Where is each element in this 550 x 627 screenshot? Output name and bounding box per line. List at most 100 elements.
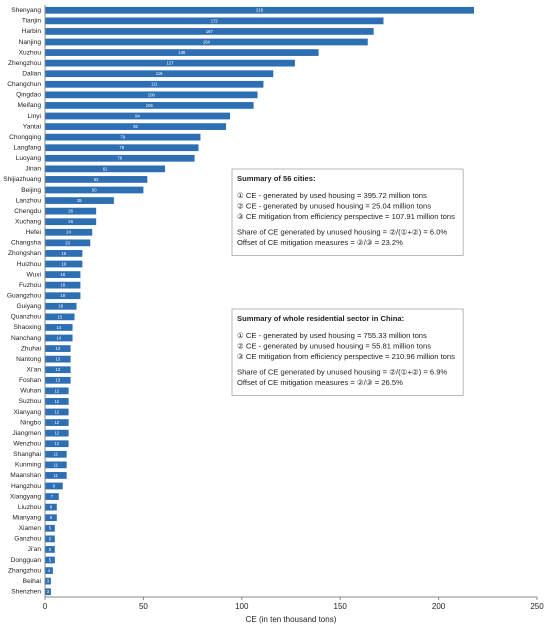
- bar: [45, 334, 73, 342]
- y-tick-label: Yantai: [23, 123, 42, 130]
- y-tick-label: Xianyang: [14, 409, 42, 416]
- bar: [45, 260, 83, 268]
- value-label: 23: [65, 240, 70, 245]
- value-label: 18: [60, 283, 65, 288]
- value-label: 79: [120, 135, 125, 140]
- bar: [45, 408, 69, 416]
- bar: [45, 80, 264, 88]
- value-label: 76: [117, 156, 122, 161]
- bar: [45, 112, 230, 120]
- x-tick-label: 50: [139, 602, 148, 611]
- y-tick-label: Zhongshan: [8, 250, 41, 257]
- value-label: 116: [156, 71, 163, 76]
- value-label: 12: [54, 431, 59, 436]
- value-label: 13: [55, 346, 60, 351]
- annotation-line: ① CE - generated by used housing = 395.7…: [237, 191, 427, 200]
- value-label: 5: [49, 526, 52, 531]
- bar: [45, 302, 77, 310]
- value-label: 12: [54, 388, 59, 393]
- y-tick-label: Suzhou: [19, 398, 42, 405]
- value-label: 106: [146, 103, 154, 108]
- y-tick-label: Shenyang: [11, 7, 41, 14]
- bar: [45, 91, 258, 99]
- y-tick-label: Mianyang: [12, 514, 41, 521]
- value-label: 6: [50, 505, 53, 510]
- y-tick-label: Maanshan: [10, 472, 41, 479]
- y-tick-label: Hefei: [26, 229, 42, 236]
- bar: [45, 588, 51, 596]
- bar: [45, 49, 319, 56]
- annotation-box: Summary of 56 cities: ① CE - generated by…: [231, 168, 464, 256]
- value-label: 94: [135, 113, 140, 118]
- bar: [45, 324, 73, 331]
- value-label: 11: [54, 473, 59, 478]
- annotation-box: Summary of whole residential sector in C…: [231, 308, 464, 396]
- bar: [45, 355, 71, 363]
- y-tick-label: Changsha: [11, 240, 41, 247]
- value-label: 78: [119, 145, 124, 150]
- value-label: 12: [54, 409, 59, 414]
- value-label: 5: [49, 536, 52, 541]
- x-tick-label: 100: [235, 602, 249, 611]
- y-tick-label: Zhuhai: [21, 345, 42, 352]
- y-tick-label: Tianjin: [22, 18, 42, 25]
- y-tick-label: Shijiazhuang: [3, 176, 41, 183]
- y-tick-label: Xuchang: [15, 218, 41, 225]
- y-tick-label: Kunming: [15, 462, 41, 469]
- value-label: 14: [56, 335, 61, 340]
- annotation-note: Share of CE generated by unused housing …: [237, 368, 447, 377]
- y-tick-label: Ganzhou: [14, 536, 41, 543]
- bar: [45, 186, 144, 194]
- annotation-note: Offset of CE mitigation measures = ②/③ =…: [237, 238, 403, 247]
- bar: [45, 376, 71, 384]
- y-tick-label: Beihai: [23, 578, 42, 585]
- y-tick-label: Dalian: [22, 70, 41, 77]
- annotation-frame: [231, 168, 464, 256]
- value-label: 50: [92, 187, 97, 192]
- x-tick-label: 0: [43, 602, 48, 611]
- bar: [45, 17, 384, 25]
- y-tick-label: Zhengzhou: [8, 60, 41, 67]
- x-tick-label: 150: [334, 602, 348, 611]
- bar: [45, 70, 274, 78]
- y-tick-label: Fuzhou: [19, 282, 41, 289]
- value-label: 12: [54, 441, 59, 446]
- bar: [45, 482, 63, 490]
- annotation-note: Share of CE generated by unused housing …: [237, 228, 447, 237]
- x-tick-label: 200: [432, 602, 446, 611]
- annotation-title: Summary of whole residential sector in C…: [237, 314, 404, 323]
- value-label: 167: [206, 29, 214, 34]
- y-tick-label: Xiangyang: [10, 493, 41, 500]
- bar: [45, 197, 114, 204]
- bar: [45, 228, 93, 236]
- x-axis-label: CE (in ten thousand tons): [246, 615, 337, 624]
- bar: [45, 176, 148, 183]
- value-label: 218: [256, 8, 264, 13]
- bar: [45, 123, 227, 130]
- y-tick-label: Wenzhou: [13, 440, 41, 447]
- value-label: 13: [55, 367, 60, 372]
- y-tick-label: Wuhan: [20, 388, 41, 395]
- value-label: 92: [133, 124, 138, 129]
- y-tick-label: Chengdu: [14, 208, 41, 215]
- bar: [45, 281, 81, 289]
- value-label: 26: [68, 209, 73, 214]
- bar: [45, 567, 53, 574]
- value-label: 6: [50, 515, 53, 520]
- value-label: 5: [49, 557, 52, 562]
- bar: [45, 577, 51, 585]
- y-tick-label: Ji'an: [28, 546, 42, 553]
- y-tick-label: Dongguan: [11, 557, 42, 564]
- bar: [45, 524, 55, 532]
- y-tick-label: Quanzhou: [11, 314, 42, 321]
- value-label: 16: [58, 304, 63, 309]
- y-tick-label: Meifang: [18, 102, 42, 109]
- y-tick-label: Linyi: [27, 113, 41, 120]
- bar: [45, 514, 57, 522]
- annotation-note: Offset of CE mitigation measures = ②/③ =…: [237, 378, 403, 387]
- annotation-line: ② CE - generated by unused housing = 25.…: [237, 201, 431, 210]
- y-tick-label: Liuzhou: [18, 504, 41, 511]
- y-tick-label: Changchun: [7, 81, 41, 88]
- value-label: 19: [61, 251, 66, 256]
